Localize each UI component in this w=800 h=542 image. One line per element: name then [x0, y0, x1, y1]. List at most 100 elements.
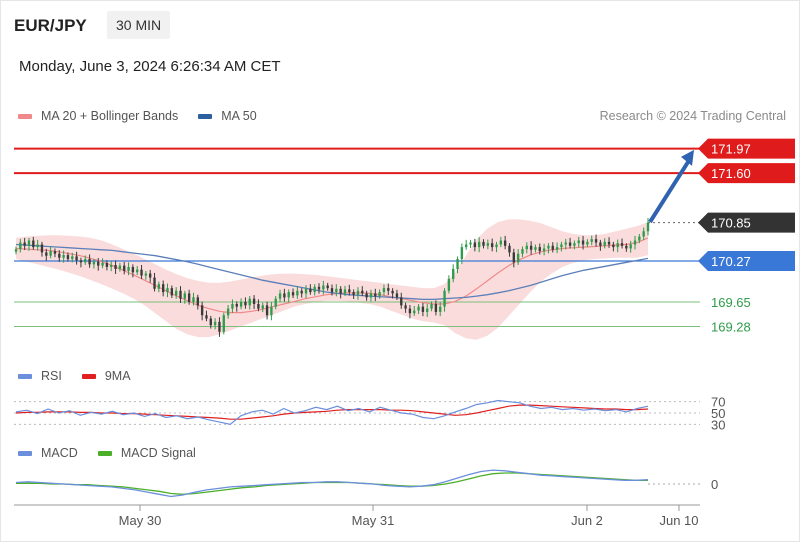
support-label: 169.28 [711, 319, 751, 334]
rsi-9ma-legend-label: 9MA [104, 369, 131, 383]
candle-body [265, 305, 269, 316]
candle-body [45, 252, 48, 256]
candle-body [278, 293, 282, 299]
candle-body [226, 308, 230, 316]
candle-body [257, 304, 260, 309]
candle-body [447, 278, 451, 291]
candle-body [400, 297, 403, 306]
macd-signal-line [16, 472, 648, 495]
candle-body [309, 288, 312, 293]
candle-body [274, 298, 277, 307]
macd-panel: 0 [15, 469, 718, 498]
candle-body [36, 244, 39, 248]
candle-body [58, 253, 61, 258]
candle-body [620, 243, 624, 246]
candle-body [564, 242, 567, 245]
candle-body [40, 244, 44, 253]
candle-body [19, 242, 22, 250]
candle-body [27, 240, 31, 246]
candle-body [547, 245, 550, 249]
candle-body [460, 247, 464, 260]
candle-body [270, 306, 273, 316]
candle-body [426, 308, 429, 312]
candle-body [118, 265, 122, 269]
candle-body [32, 240, 35, 248]
candle-body [136, 269, 139, 273]
candle-body [503, 240, 507, 246]
macd-zero-label: 0 [711, 477, 718, 492]
candle-body [348, 289, 351, 293]
candle-body [101, 263, 104, 266]
candle-body [391, 290, 394, 294]
candle-body [196, 297, 199, 306]
candle-body [313, 286, 316, 293]
candle-body [469, 242, 472, 245]
candle-body [616, 243, 619, 248]
candle-body [218, 321, 221, 332]
candle-body [508, 245, 511, 253]
candle-body [123, 265, 126, 271]
x-tick-label: Jun 2 [571, 513, 603, 528]
candle-body [97, 261, 100, 266]
candle-body [365, 293, 368, 298]
bollinger-band [16, 219, 648, 340]
candle-body [465, 244, 468, 248]
candle-body [304, 288, 308, 294]
macd-line [15, 469, 649, 498]
candle-body [105, 263, 109, 267]
candle-body [352, 292, 355, 295]
candle-body [612, 244, 615, 248]
candle-body [356, 290, 360, 295]
candle-body [170, 288, 174, 296]
candle-body [395, 293, 399, 298]
research-credit: Research © 2024 Trading Central [599, 109, 786, 123]
candle-body [84, 259, 87, 263]
candle-body [404, 305, 407, 309]
x-axis: May 30 May 31 Jun 2 Jun 10 [14, 504, 700, 528]
ma20-legend-label: MA 20 + Bollinger Bands [41, 109, 179, 123]
candle-body [49, 251, 52, 256]
candle-body [594, 239, 598, 243]
rsi-9ma-swatch [81, 373, 96, 379]
candle-body [430, 304, 433, 309]
candle-body [205, 315, 208, 319]
price-legend: MA 20 + Bollinger Bands MA 50 [18, 109, 277, 123]
candle-body [213, 321, 217, 326]
candle-body [149, 273, 152, 278]
resistance-tag-label: 171.60 [711, 166, 751, 181]
candle-body [161, 284, 165, 293]
pivot-tag-label: 170.27 [711, 254, 751, 269]
candle-body [114, 264, 117, 269]
candle-body [473, 242, 477, 248]
candle-body [482, 241, 485, 246]
candle-body [534, 247, 537, 250]
candle-body [387, 288, 390, 291]
candle-body [174, 290, 178, 296]
candle-body [538, 247, 541, 252]
candle-body [235, 304, 238, 307]
candle-body [477, 241, 481, 248]
candle-body [335, 288, 338, 293]
candle-body [62, 255, 65, 258]
candle-body [417, 306, 420, 311]
candle-body [369, 293, 373, 298]
rsi-line [15, 399, 649, 425]
pivot-tag [698, 251, 795, 272]
forecast-arrow-head [681, 149, 694, 166]
datetime-label: Monday, June 3, 2024 6:26:34 AM CET [19, 58, 281, 75]
candle-body [23, 242, 26, 246]
rsi-level-label: 50 [711, 406, 725, 421]
interval-badge[interactable]: 30 MIN [107, 11, 171, 39]
resistance-tag [698, 163, 795, 184]
candle-body [560, 244, 563, 248]
candle-body [542, 248, 546, 252]
candle-body [131, 266, 135, 273]
ma50-swatch [198, 113, 213, 119]
candle-body [75, 256, 78, 261]
current-price-tag-label: 170.85 [711, 216, 751, 231]
candle-body [322, 285, 325, 290]
macd-legend: MACD MACD Signal [18, 446, 216, 460]
candle-body [140, 269, 143, 276]
candle-body [248, 298, 251, 306]
candle-body [200, 305, 204, 316]
